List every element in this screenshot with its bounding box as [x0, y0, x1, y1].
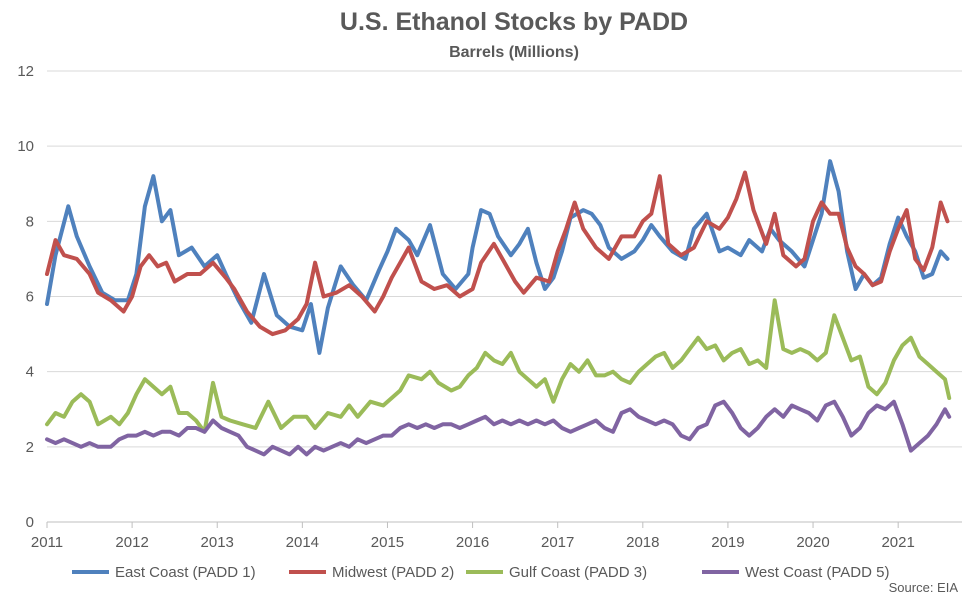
y-tick-label: 4 — [26, 364, 34, 381]
x-tick-label: 2015 — [371, 534, 404, 551]
y-tick-label: 10 — [17, 138, 34, 155]
y-tick-label: 8 — [26, 213, 34, 230]
series-line-west — [45, 399, 952, 457]
x-tick-label: 2020 — [796, 534, 829, 551]
x-tick-label: 2011 — [31, 534, 63, 551]
x-tick-label: 2013 — [201, 534, 234, 551]
legend-label: Gulf Coast (PADD 3) — [509, 564, 647, 581]
series-line-midwest — [45, 170, 950, 337]
legend: East Coast (PADD 1) Midwest (PADD 2) Gulf … — [72, 564, 889, 581]
x-tick-label: 2019 — [711, 534, 744, 551]
x-tick-label: 2018 — [626, 534, 659, 551]
chart-title: U.S. Ethanol Stocks by PADD — [340, 8, 688, 36]
x-tick-label: 2017 — [541, 534, 574, 551]
x-tick-label: 2012 — [115, 534, 148, 551]
series-line-east — [45, 159, 950, 355]
legend-label: Midwest (PADD 2) — [332, 564, 454, 581]
source-note: Source: EIA — [889, 580, 959, 595]
series-lines — [45, 159, 952, 457]
x-tick-label: 2016 — [456, 534, 489, 551]
legend-label: East Coast (PADD 1) — [115, 564, 256, 581]
y-axis-ticks: 0 2 4 6 8 10 12 — [17, 63, 34, 531]
gridlines — [47, 70, 962, 523]
series-line-gulf — [45, 298, 952, 434]
x-tick-label: 2021 — [881, 534, 914, 551]
x-axis-ticks: 2011 2012 2013 2014 2015 2016 2017 2018 2019 2020… — [31, 522, 915, 551]
x-tick-label: 2014 — [286, 534, 319, 551]
y-tick-label: 2 — [26, 439, 34, 456]
legend-label: West Coast (PADD 5) — [745, 564, 889, 581]
chart-subtitle: Barrels (Millions) — [449, 44, 579, 61]
y-tick-label: 12 — [17, 63, 34, 80]
y-tick-label: 6 — [26, 289, 34, 306]
y-tick-label: 0 — [26, 514, 34, 531]
